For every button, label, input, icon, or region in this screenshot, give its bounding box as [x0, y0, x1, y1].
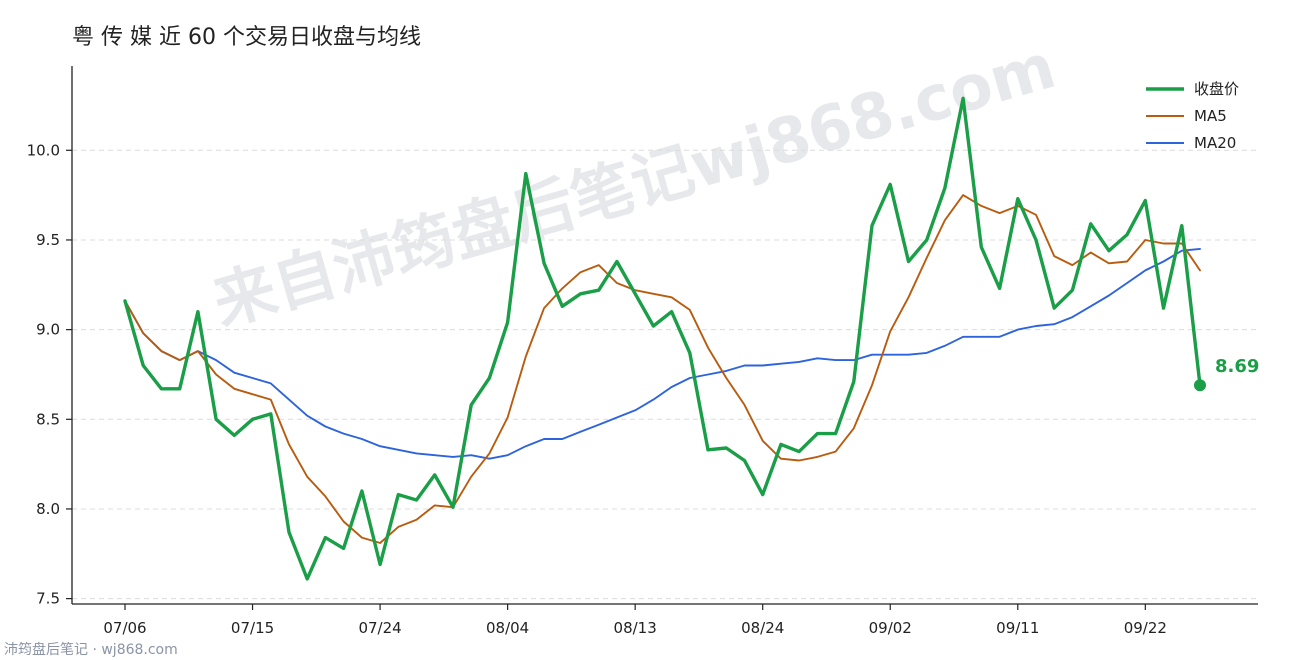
- x-tick-label: 08/24: [741, 619, 784, 637]
- x-tick-label: 09/22: [1124, 619, 1167, 637]
- y-tick-label: 9.5: [36, 231, 60, 249]
- last-close-point: [1193, 379, 1206, 392]
- x-tick-label: 08/13: [614, 619, 657, 637]
- legend-label: 收盘价: [1194, 80, 1239, 98]
- close-price-line: [123, 96, 1202, 581]
- y-tick-label: 10.0: [27, 141, 60, 159]
- gridlines: [72, 149, 1258, 600]
- series-lines: 8.69: [123, 96, 1259, 581]
- legend-label: MA5: [1194, 107, 1227, 125]
- y-tick-label: 8.5: [36, 410, 60, 428]
- x-tick-label: 09/11: [996, 619, 1039, 637]
- legend-label: MA20: [1194, 134, 1236, 152]
- last-close-label: 8.69: [1215, 356, 1259, 377]
- y-tick-label: 9.0: [36, 321, 60, 339]
- axes: 7.5 8.0 8.5 9.0 9.5 10.0 07/06 07/15 07/24 08/04 0…: [27, 66, 1258, 637]
- x-tick-label: 07/06: [103, 619, 146, 637]
- ma20-line: [124, 247, 1201, 460]
- footer-credit: 沛筠盘后笔记 · wj868.com: [4, 641, 178, 658]
- x-tick-label: 07/24: [358, 619, 401, 637]
- legend: 收盘价 MA5 MA20: [1146, 80, 1239, 152]
- x-tick-label: 08/04: [486, 619, 529, 637]
- x-tick-label: 09/02: [869, 619, 912, 637]
- y-tick-label: 7.5: [36, 590, 60, 608]
- y-tick-label: 8.0: [36, 500, 60, 518]
- x-tick-label: 07/15: [231, 619, 274, 637]
- chart-title: 粤 传 媒 近 60 个交易日收盘与均线: [72, 25, 421, 50]
